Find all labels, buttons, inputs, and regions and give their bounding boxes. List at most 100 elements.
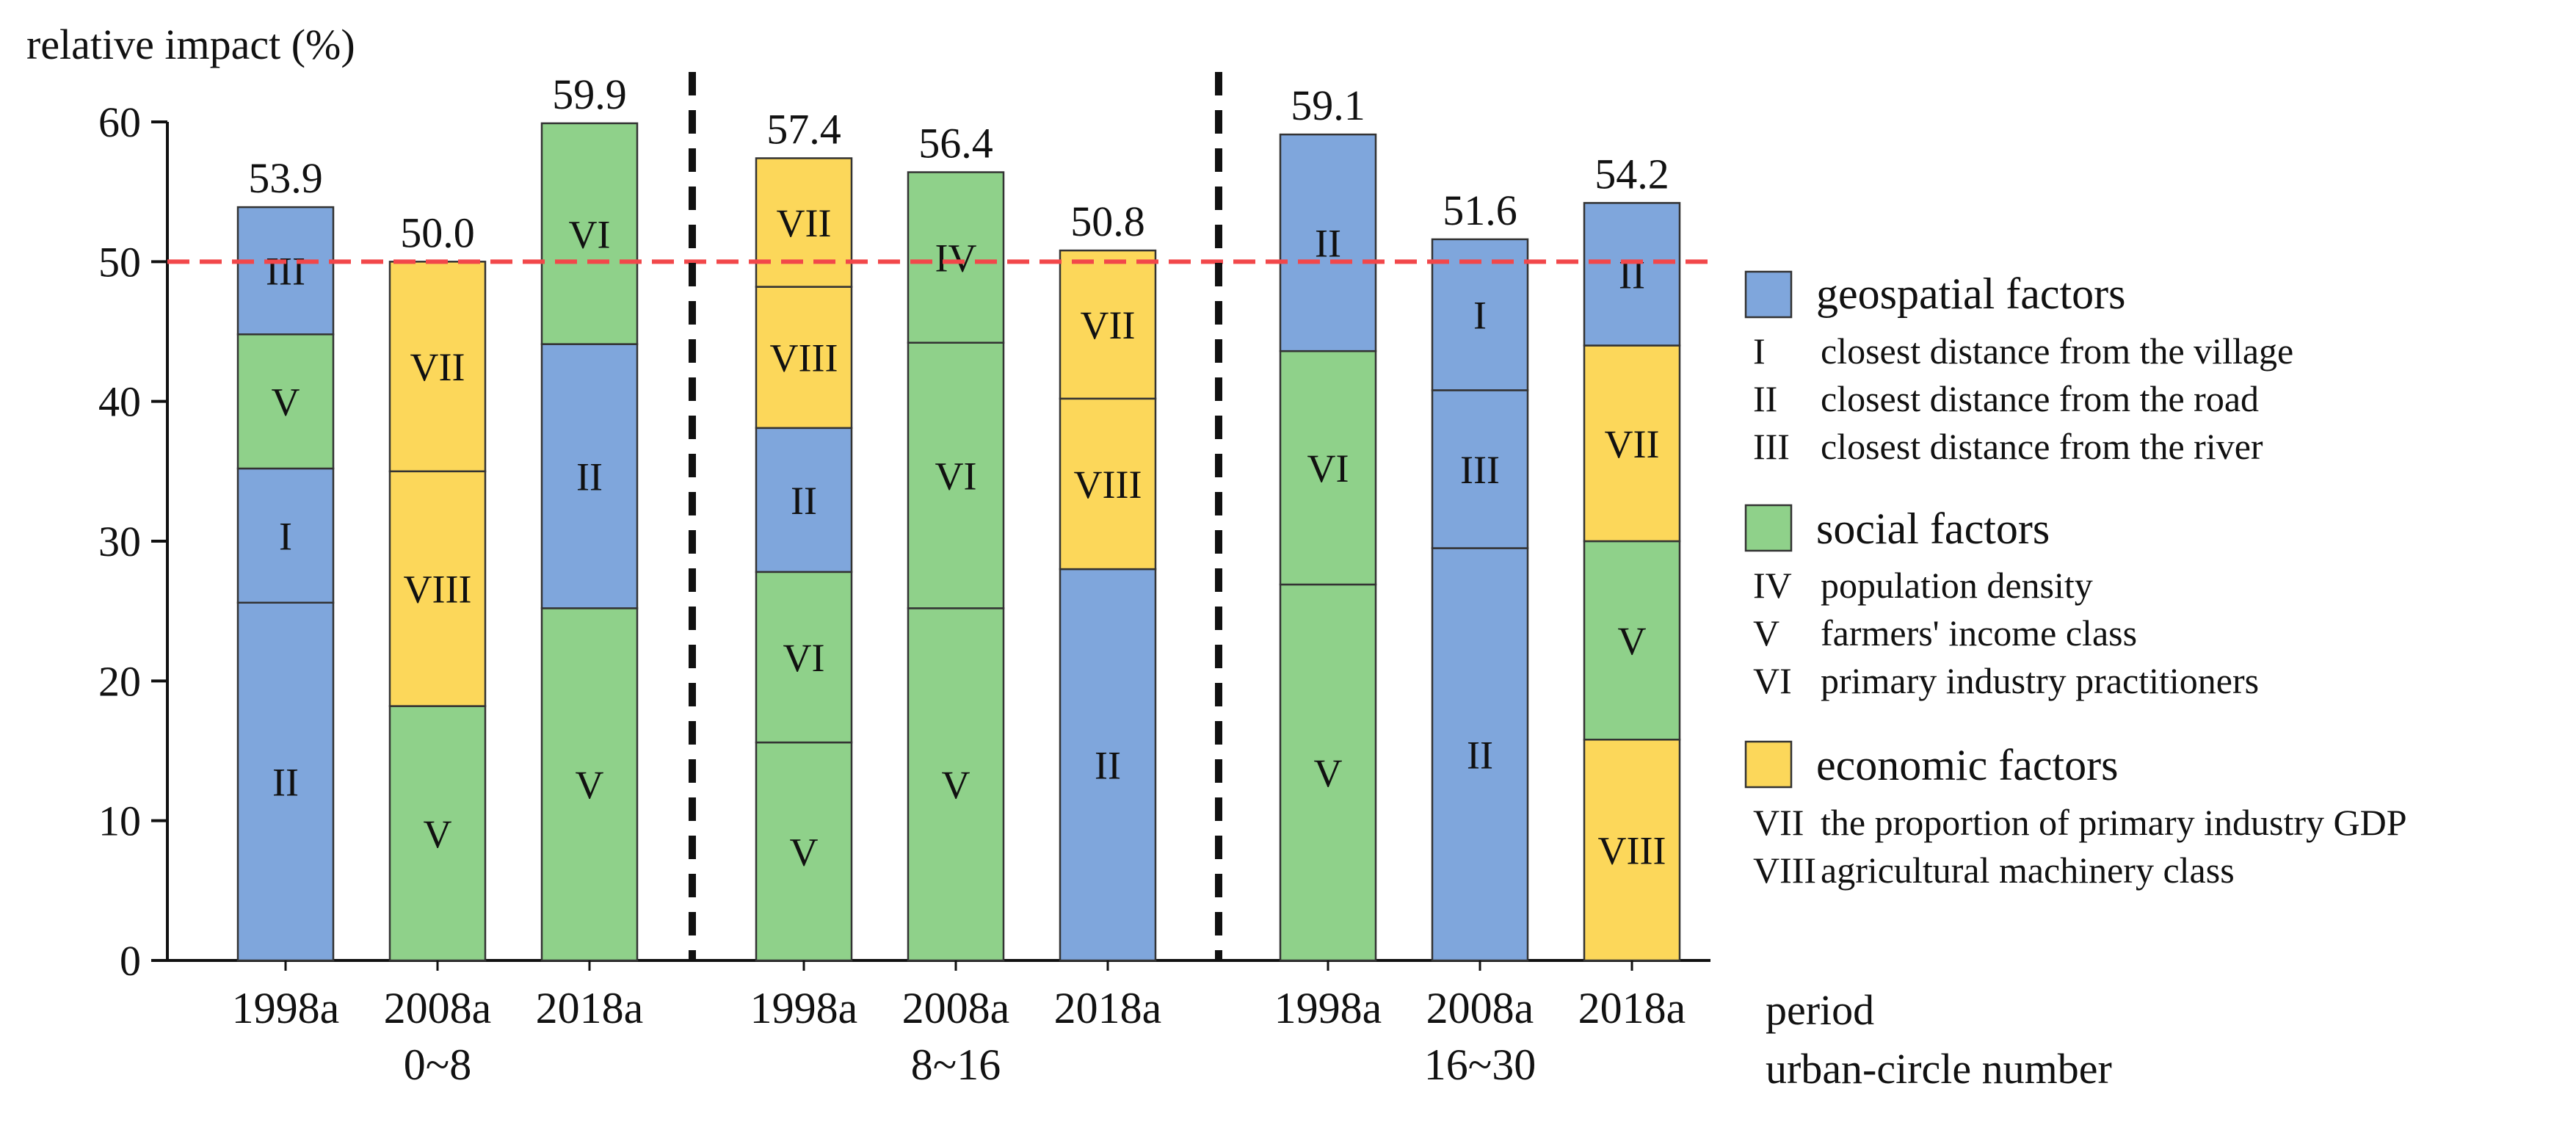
segment-label: VII [410,345,465,389]
legend-item-text: closest distance from the road [1821,378,2259,419]
bar-segment-geospatial [236,601,335,962]
legend-swatch-social [1744,504,1793,552]
bar-segment-social [907,341,1005,609]
bar-segment-geospatial [540,343,639,609]
bar-segment-geospatial [1279,133,1377,352]
bar-segment-geospatial [236,467,335,604]
y-tick-label: 30 [98,518,141,565]
segment-label: VIII [1598,829,1666,873]
legend-item-text: farmers' income class [1821,612,2137,654]
legend-item-text: agricultural machinery class [1821,850,2235,891]
bar-total-label: 57.4 [766,105,841,153]
segment-label: VII [777,201,832,245]
segment-label: V [1618,619,1647,663]
y-tick-label: 20 [98,657,141,705]
y-tick-label: 40 [98,378,141,426]
legend-item-code: VIII [1753,850,1816,891]
y-tick-label: 50 [98,238,141,286]
segment-label: V [790,830,819,875]
legend-item-text: population density [1821,565,2093,606]
bar-segment-economic [1583,344,1681,543]
segment-label: II [791,479,817,523]
bar-segment-geospatial [1431,238,1529,391]
segment-label: VI [935,455,977,499]
segment-label: VIII [770,336,838,380]
x-axis-group-label: urban-circle number [1766,1045,2112,1093]
bar-segment-geospatial [1583,202,1681,347]
bar-segment-social [755,571,853,744]
y-tick-label: 60 [98,98,141,146]
bar-total-label: 53.9 [248,154,323,202]
segment-label: VII [1081,303,1136,347]
bar-segment-economic [1059,397,1157,571]
bar-total-label: 59.1 [1291,82,1365,129]
bar-segment-geospatial [755,427,853,573]
bar-total-label: 54.2 [1594,150,1669,198]
x-period-tick-label: 1998a [232,984,340,1032]
bar-segment-social [907,607,1005,962]
legend-item-code: VII [1753,802,1804,843]
bar-total-label: 50.0 [400,209,475,256]
bar-segment-social [540,607,639,962]
bar-total-label: 50.8 [1070,198,1145,245]
bar-segment-economic [388,470,487,707]
segment-label: VI [569,212,611,256]
bar-total-label: 56.4 [918,120,993,167]
bar-segment-social [907,171,1005,344]
y-axis-title: relative impact (%) [26,21,355,68]
bar-segment-social [1279,583,1377,962]
legend-item-code: I [1753,330,1766,372]
bar-segment-geospatial [236,206,335,336]
legend-item-code: III [1753,426,1790,467]
bar-segment-social [388,705,487,962]
bar-total-label: 59.9 [552,70,627,118]
segment-label: III [266,250,305,294]
bar-segment-economic [1059,249,1157,400]
x-period-tick-label: 2018a [536,984,644,1032]
segment-label: V [1314,751,1343,795]
segment-label: VI [1307,446,1349,491]
segment-label: VIII [404,568,472,612]
legend-item-text: closest distance from the village [1821,330,2293,372]
segment-label: VI [783,636,825,680]
segment-label: II [576,455,603,499]
legend-item-text: the proportion of primary industry GDP [1821,802,2407,843]
legend-swatch-geospatial [1744,270,1793,319]
segment-label: V [272,380,300,424]
legend-title-social: social factors [1816,504,2050,553]
legend-swatch-economic [1744,740,1793,789]
segment-label: IV [935,236,977,280]
x-period-tick-label: 1998a [750,984,858,1032]
segment-label: III [1460,448,1500,492]
segment-label: VIII [1074,463,1142,507]
segment-label: V [576,763,604,807]
segment-label: I [1473,294,1487,338]
x-period-tick-label: 2008a [384,984,492,1032]
legend-item-code: II [1753,378,1777,419]
x-period-tick-label: 2018a [1054,984,1162,1032]
x-group-label: 8~16 [911,1040,1001,1089]
legend-item-code: IV [1753,565,1792,606]
segment-label: V [942,763,970,807]
x-axis-period-label: period [1766,986,1874,1034]
legend-item-text: primary industry practitioners [1821,660,2259,701]
legend-title-economic: economic factors [1816,741,2118,789]
segment-label: II [1095,744,1121,788]
x-period-tick-label: 2008a [902,984,1010,1032]
x-period-tick-label: 1998a [1274,984,1382,1032]
segment-label: V [424,812,452,856]
bar-segment-geospatial [1059,568,1157,962]
bar-segment-economic [755,157,853,288]
x-period-tick-label: 2018a [1578,984,1686,1032]
bar-segment-geospatial [1431,389,1529,549]
bar-segment-social [1279,350,1377,586]
bar-segment-economic [388,261,487,473]
bar-segment-social [540,122,639,345]
y-tick-label: 0 [120,937,141,985]
legend-item-code: VI [1753,660,1792,701]
x-period-tick-label: 2008a [1426,984,1534,1032]
x-group-label: 0~8 [404,1040,471,1089]
y-tick-label: 10 [98,797,141,845]
segment-label: II [272,760,299,804]
